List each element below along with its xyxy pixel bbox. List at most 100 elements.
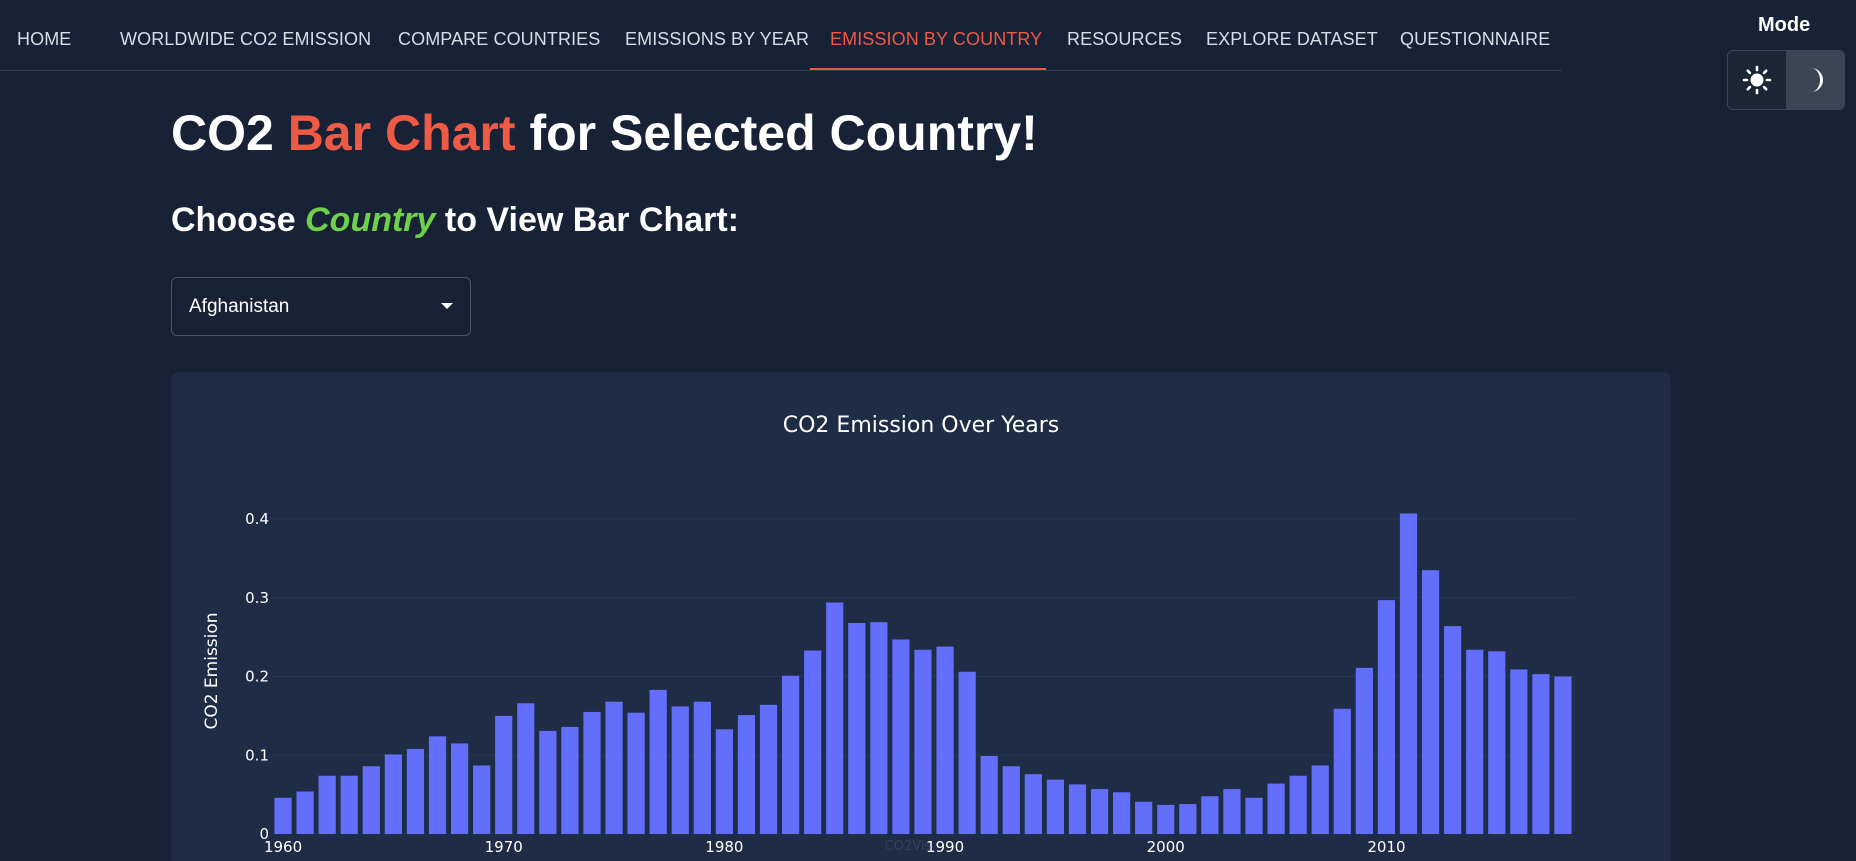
bar-2010[interactable]: [1377, 600, 1396, 834]
bar-1998[interactable]: [1113, 792, 1131, 834]
mode-label: Mode: [1758, 14, 1811, 36]
bar-2001[interactable]: [1179, 804, 1197, 834]
bar-1990[interactable]: [936, 646, 954, 834]
sun-icon: [1742, 65, 1772, 95]
bar-1988[interactable]: [892, 639, 910, 834]
bar-1996[interactable]: [1068, 784, 1087, 834]
title-highlight: Bar Chart: [287, 105, 516, 161]
bar-1985[interactable]: [826, 602, 844, 834]
x-tick-label: 1990: [926, 838, 964, 856]
country-dropdown-value: Afghanistan: [189, 296, 290, 317]
x-tick-label: 1970: [485, 838, 523, 856]
nav-home[interactable]: HOME: [17, 29, 72, 49]
bar-2014[interactable]: [1466, 649, 1484, 834]
bar-2013[interactable]: [1444, 626, 1462, 834]
y-tick-label: 0.2: [245, 668, 269, 686]
bar-1968[interactable]: [450, 743, 469, 834]
bar-2017[interactable]: [1532, 674, 1550, 834]
bar-1997[interactable]: [1090, 789, 1109, 834]
bar-1980[interactable]: [715, 729, 733, 834]
bar-1970[interactable]: [495, 715, 513, 834]
subtitle-part1: Choose: [171, 201, 306, 239]
title-part1: CO2: [171, 105, 288, 161]
bar-2012[interactable]: [1421, 570, 1440, 834]
bar-2007[interactable]: [1311, 765, 1329, 834]
bar-1987[interactable]: [870, 622, 888, 834]
mode-toggle: [1727, 50, 1845, 110]
nav-compare-countries[interactable]: COMPARE COUNTRIES: [398, 29, 601, 49]
bar-1964[interactable]: [362, 766, 380, 834]
x-tick-label: 2010: [1367, 838, 1405, 856]
bar-1967[interactable]: [428, 736, 447, 834]
nav-worldwide-co2-emission[interactable]: WORLDWIDE CO2 EMISSION: [120, 29, 372, 49]
bar-1971[interactable]: [517, 703, 535, 834]
watermark: CO2Vis: [885, 839, 932, 854]
nav-questionnaire[interactable]: QUESTIONNAIRE: [1400, 29, 1551, 49]
caret-down-icon: [441, 303, 453, 309]
bar-1974[interactable]: [583, 711, 601, 834]
bar-2000[interactable]: [1157, 804, 1175, 834]
bar-1975[interactable]: [605, 701, 623, 834]
subtitle-part2: to View Bar Chart:: [435, 201, 739, 239]
bar-chart[interactable]: 0 0.1 0.2 0.3 0.4 1960 1970 1980 1990 2000 2010 CO2…: [171, 372, 1671, 861]
y-axis-label: CO2 Emission: [202, 612, 222, 729]
bar-1995[interactable]: [1046, 779, 1065, 834]
bar-1993[interactable]: [1002, 766, 1020, 834]
bar-1992[interactable]: [980, 756, 998, 834]
bar-1986[interactable]: [848, 622, 866, 834]
bar-1981[interactable]: [737, 715, 756, 834]
y-tick-label: 0: [259, 825, 269, 843]
bar-1961[interactable]: [296, 791, 314, 834]
bar-1983[interactable]: [781, 675, 800, 834]
country-dropdown[interactable]: Afghanistan: [171, 277, 471, 336]
light-mode-button[interactable]: [1728, 51, 1786, 109]
bar-1984[interactable]: [804, 650, 822, 834]
x-tick-label: 1960: [264, 838, 302, 856]
bar-1989[interactable]: [914, 649, 932, 834]
bar-2002[interactable]: [1201, 796, 1219, 834]
dark-mode-button[interactable]: [1786, 51, 1844, 109]
bar-2003[interactable]: [1223, 789, 1241, 834]
x-tick-label: 2000: [1147, 838, 1185, 856]
page-subtitle: Choose Country to View Bar Chart:: [171, 201, 739, 240]
bar-2015[interactable]: [1488, 651, 1506, 834]
bar-2018[interactable]: [1554, 676, 1572, 835]
active-tab-indicator: [810, 68, 1046, 70]
bar-2005[interactable]: [1267, 783, 1285, 834]
nav-emissions-by-year[interactable]: EMISSIONS BY YEAR: [625, 29, 810, 49]
bar-2006[interactable]: [1289, 775, 1307, 834]
bar-1973[interactable]: [561, 726, 579, 834]
bar-1972[interactable]: [539, 730, 557, 834]
bar-1991[interactable]: [958, 671, 976, 834]
chart-panel: CO2 Emission Over Years 0 0.1 0.2 0.3 0.4 196…: [171, 372, 1671, 861]
subtitle-highlight: Country: [305, 201, 436, 239]
y-tick-label: 0.4: [245, 510, 269, 528]
bar-1963[interactable]: [340, 775, 358, 834]
bar-1999[interactable]: [1135, 801, 1153, 834]
bar-2016[interactable]: [1510, 669, 1528, 834]
bar-2009[interactable]: [1355, 667, 1373, 834]
nav-emission-by-country[interactable]: EMISSION BY COUNTRY: [830, 29, 1043, 49]
bar-1979[interactable]: [693, 701, 711, 834]
bar-1978[interactable]: [671, 706, 689, 834]
bar-1969[interactable]: [473, 765, 491, 834]
bar-1966[interactable]: [406, 748, 425, 834]
title-part2: for Selected Country!: [515, 105, 1038, 161]
bar-1960[interactable]: [274, 797, 292, 834]
chart-title: CO2 Emission Over Years: [782, 413, 1060, 438]
nav-resources[interactable]: RESOURCES: [1067, 29, 1182, 49]
bar-1965[interactable]: [384, 754, 402, 834]
bar-1994[interactable]: [1024, 774, 1042, 834]
bar-2008[interactable]: [1333, 708, 1351, 834]
bar-2004[interactable]: [1245, 797, 1263, 834]
bar-1962[interactable]: [318, 775, 336, 834]
y-tick-label: 0.3: [245, 589, 269, 607]
y-tick-label: 0.1: [245, 746, 269, 764]
bar-2011[interactable]: [1399, 513, 1418, 834]
bar-1982[interactable]: [759, 704, 778, 834]
top-nav: HOME WORLDWIDE CO2 EMISSION COMPARE COUN…: [0, 0, 1562, 71]
bar-1977[interactable]: [649, 689, 667, 834]
nav-explore-dataset[interactable]: EXPLORE DATASET: [1206, 29, 1378, 49]
bar-1976[interactable]: [627, 712, 645, 834]
